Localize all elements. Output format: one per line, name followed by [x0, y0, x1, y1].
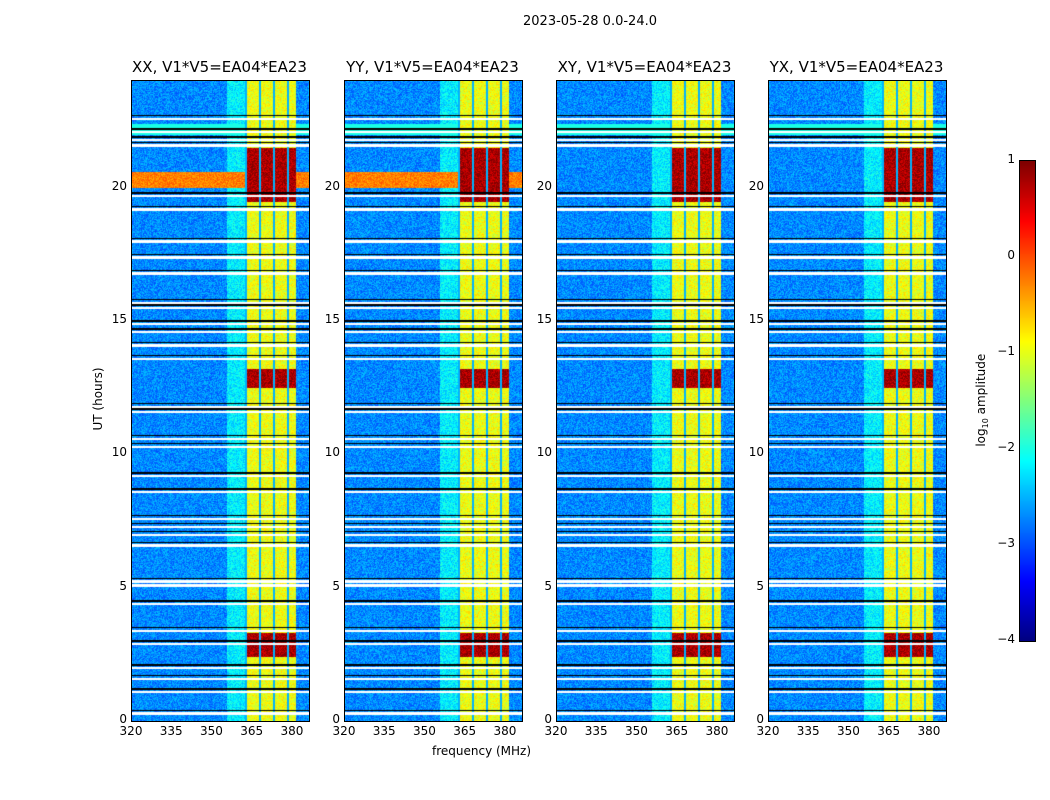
x-tick-label: 350: [837, 724, 860, 738]
y-tick-label: 5: [544, 578, 552, 593]
x-axis-label: frequency (MHz): [432, 744, 532, 758]
y-tick-label: 20: [111, 178, 127, 193]
x-tick-label: 350: [200, 724, 223, 738]
panel-title: XX, V1*V5=EA04*EA23: [132, 58, 307, 76]
x-tick-label: 365: [240, 724, 264, 738]
x-tick-label: 365: [877, 724, 901, 738]
y-tick-label: 5: [756, 578, 764, 593]
x-tick-label: 320: [119, 724, 143, 738]
y-tick-label: 0: [544, 712, 552, 726]
spectrogram-panel: [768, 80, 947, 722]
x-tick-label: 380: [705, 724, 729, 738]
y-tick-label: 5: [119, 578, 127, 593]
x-tick-label: 335: [584, 724, 608, 738]
y-tick-label: 15: [536, 312, 552, 326]
x-tick-label: 380: [280, 724, 304, 738]
x-tick-label: 335: [796, 724, 820, 738]
panel-title: XY, V1*V5=EA04*EA23: [557, 58, 732, 76]
x-tick-label: 320: [332, 724, 356, 738]
x-tick-label: 380: [493, 724, 517, 738]
y-tick-label: 0: [332, 712, 340, 726]
spectrogram-panel: [131, 80, 310, 722]
x-tick-label: 320: [756, 724, 780, 738]
x-tick-label: 365: [453, 724, 477, 738]
colorbar-tick-label: −1: [997, 344, 1015, 358]
y-tick-label: 20: [324, 178, 340, 193]
x-tick-label: 365: [665, 724, 689, 738]
y-tick-label: 20: [748, 178, 764, 193]
colorbar-tick-label: −4: [997, 632, 1015, 646]
panel-title: YX, V1*V5=EA04*EA23: [769, 58, 944, 76]
y-tick-label: 10: [748, 445, 764, 460]
y-axis-label: UT (hours): [91, 367, 105, 431]
x-tick-label: 350: [625, 724, 648, 738]
y-tick-label: 10: [111, 445, 127, 460]
y-tick-label: 15: [748, 312, 764, 326]
y-tick-label: 0: [756, 712, 764, 726]
y-tick-label: 15: [111, 312, 127, 326]
spectrogram-panel: [344, 80, 523, 722]
colorbar-tick-label: −3: [997, 536, 1015, 550]
x-tick-label: 335: [372, 724, 396, 738]
colorbar: [1019, 160, 1036, 642]
y-tick-label: 0: [119, 712, 127, 726]
colorbar-label: log10 amplitude: [973, 353, 991, 447]
y-tick-label: 10: [536, 445, 552, 460]
spectrogram-panel: [556, 80, 735, 722]
y-tick-label: 20: [536, 178, 552, 193]
colorbar-tick-label: 0: [1007, 248, 1015, 262]
y-tick-label: 10: [324, 445, 340, 460]
y-tick-label: 5: [332, 578, 340, 593]
x-tick-label: 380: [917, 724, 941, 738]
y-tick-label: 15: [324, 312, 340, 326]
x-tick-label: 335: [159, 724, 183, 738]
panel-title: YY, V1*V5=EA04*EA23: [346, 58, 519, 76]
colorbar-tick-label: 1: [1007, 152, 1015, 166]
x-tick-label: 320: [544, 724, 568, 738]
x-tick-label: 350: [413, 724, 436, 738]
figure-title: 2023-05-28 0.0-24.0: [523, 14, 657, 29]
colorbar-tick-label: −2: [997, 440, 1015, 454]
